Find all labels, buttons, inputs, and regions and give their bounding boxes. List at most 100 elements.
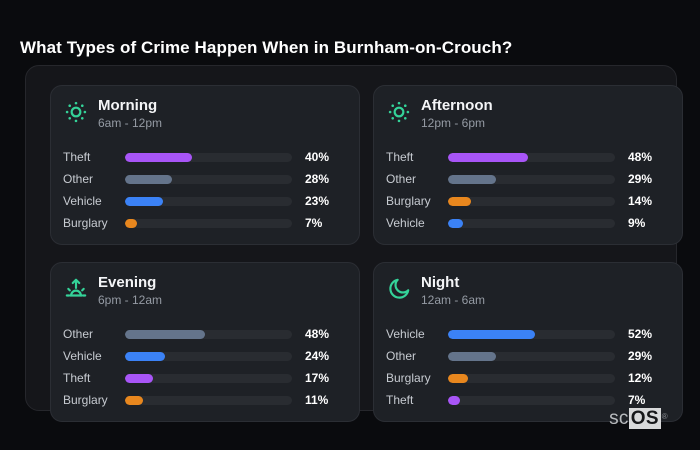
brand-logo: sc OS ® <box>609 408 668 430</box>
bar-label: Other <box>63 327 94 341</box>
panel-title: Morning <box>98 97 158 114</box>
bar-value: 48% <box>628 150 653 164</box>
panel-heading-text: Morning 6am - 12pm <box>98 97 162 131</box>
bar-fill <box>448 174 497 184</box>
bar-label: Vehicle <box>63 194 102 208</box>
bar-value: 29% <box>628 172 653 186</box>
sun-icon <box>63 99 89 125</box>
bar-rows: Other 48% Vehicle 24% Theft 17% Burglary 11% <box>63 323 345 411</box>
bar-rows: Theft 48% Other 29% Burglary 14% Vehicle 9% <box>386 146 668 234</box>
bar-label: Other <box>386 349 417 363</box>
bar-fill <box>448 218 464 228</box>
sun-icon <box>386 99 412 125</box>
bar-value: 40% <box>305 150 330 164</box>
bar-row-other: Other 28% <box>63 168 345 190</box>
bar-rows: Theft 40% Other 28% Vehicle 23% Burglary 7% <box>63 146 345 234</box>
brand-prefix: sc <box>609 408 629 429</box>
bar-row-theft: Theft 17% <box>63 367 345 389</box>
registered-mark: ® <box>661 412 668 421</box>
bar-row-theft: Theft 48% <box>386 146 668 168</box>
bar-row-burglary: Burglary 11% <box>63 389 345 411</box>
brand-suffix: OS <box>628 408 661 429</box>
panel-heading-text: Afternoon 12pm - 6pm <box>421 97 493 131</box>
bar-fill <box>448 196 472 206</box>
bar-label: Vehicle <box>63 349 102 363</box>
bar-fill <box>125 351 166 361</box>
panel-title: Night <box>421 274 460 291</box>
bar-fill <box>125 373 154 383</box>
bar-fill <box>125 152 192 162</box>
bar-value: 11% <box>305 393 329 407</box>
bar-row-other: Other 48% <box>63 323 345 345</box>
bar-value: 12% <box>628 371 653 385</box>
bar-label: Vehicle <box>386 216 425 230</box>
bar-row-burglary: Burglary 12% <box>386 367 668 389</box>
bar-fill <box>125 218 137 228</box>
bar-value: 48% <box>305 327 330 341</box>
time-panel-afternoon: Afternoon 12pm - 6pm Theft 48% Other 29% Burgl… <box>373 85 683 245</box>
bar-label: Burglary <box>63 216 108 230</box>
bar-label: Other <box>63 172 94 186</box>
bar-track <box>448 196 615 206</box>
bar-track <box>448 395 615 405</box>
bar-track <box>125 196 292 206</box>
bar-row-other: Other 29% <box>386 168 668 190</box>
panel-time-range: 6pm - 12am <box>98 293 163 307</box>
bar-row-other: Other 29% <box>386 345 668 367</box>
bar-track <box>448 351 615 361</box>
bar-track <box>125 218 292 228</box>
bar-fill <box>448 329 535 339</box>
bar-row-burglary: Burglary 7% <box>63 212 345 234</box>
bar-label: Theft <box>386 393 414 407</box>
bar-value: 52% <box>628 327 653 341</box>
bar-value: 14% <box>628 194 653 208</box>
bar-value: 17% <box>305 371 330 385</box>
bar-track <box>125 395 292 405</box>
panel-header: Evening 6pm - 12am <box>63 272 345 308</box>
bar-label: Burglary <box>63 393 108 407</box>
bar-label: Other <box>386 172 417 186</box>
bar-track <box>448 218 615 228</box>
panel-title: Afternoon <box>421 97 493 114</box>
panel-header: Morning 6am - 12pm <box>63 95 345 131</box>
bar-fill <box>448 152 529 162</box>
time-panel-evening: Evening 6pm - 12am Other 48% Vehicle 24% Theft… <box>50 262 360 422</box>
panels-grid: Morning 6am - 12pm Theft 40% Other 28% Vehicle… <box>50 85 683 422</box>
bar-value: 23% <box>305 194 330 208</box>
panel-header: Afternoon 12pm - 6pm <box>386 95 668 131</box>
bar-fill <box>448 373 469 383</box>
bar-track <box>448 329 615 339</box>
bar-fill <box>125 395 144 405</box>
panel-header: Night 12am - 6am <box>386 272 668 308</box>
bar-fill <box>125 329 206 339</box>
panel-title: Evening <box>98 274 157 291</box>
bar-fill <box>125 196 164 206</box>
bar-row-theft: Theft 7% <box>386 389 668 411</box>
panel-heading-text: Evening 6pm - 12am <box>98 274 162 308</box>
bar-row-vehicle: Vehicle 24% <box>63 345 345 367</box>
bar-track <box>125 174 292 184</box>
bar-row-vehicle: Vehicle 23% <box>63 190 345 212</box>
bar-track <box>125 152 292 162</box>
bar-value: 9% <box>628 216 646 230</box>
bar-fill <box>448 351 497 361</box>
bar-rows: Vehicle 52% Other 29% Burglary 12% Theft 7% <box>386 323 668 411</box>
page-title: What Types of Crime Happen When in Burnh… <box>20 38 513 58</box>
panel-heading-text: Night 12am - 6am <box>421 274 485 308</box>
time-panel-night: Night 12am - 6am Vehicle 52% Other 29% Burglar… <box>373 262 683 422</box>
bar-label: Theft <box>386 150 414 164</box>
panel-time-range: 6am - 12pm <box>98 116 163 130</box>
bar-track <box>125 351 292 361</box>
bar-value: 7% <box>305 216 323 230</box>
bar-row-theft: Theft 40% <box>63 146 345 168</box>
bar-label: Burglary <box>386 194 431 208</box>
bar-track <box>448 174 615 184</box>
bar-label: Theft <box>63 150 91 164</box>
sunrise-icon <box>63 276 89 302</box>
bar-value: 28% <box>305 172 330 186</box>
bar-fill <box>125 174 172 184</box>
bar-label: Vehicle <box>386 327 425 341</box>
time-panel-morning: Morning 6am - 12pm Theft 40% Other 28% Vehicle… <box>50 85 360 245</box>
bar-row-vehicle: Vehicle 9% <box>386 212 668 234</box>
bar-row-burglary: Burglary 14% <box>386 190 668 212</box>
